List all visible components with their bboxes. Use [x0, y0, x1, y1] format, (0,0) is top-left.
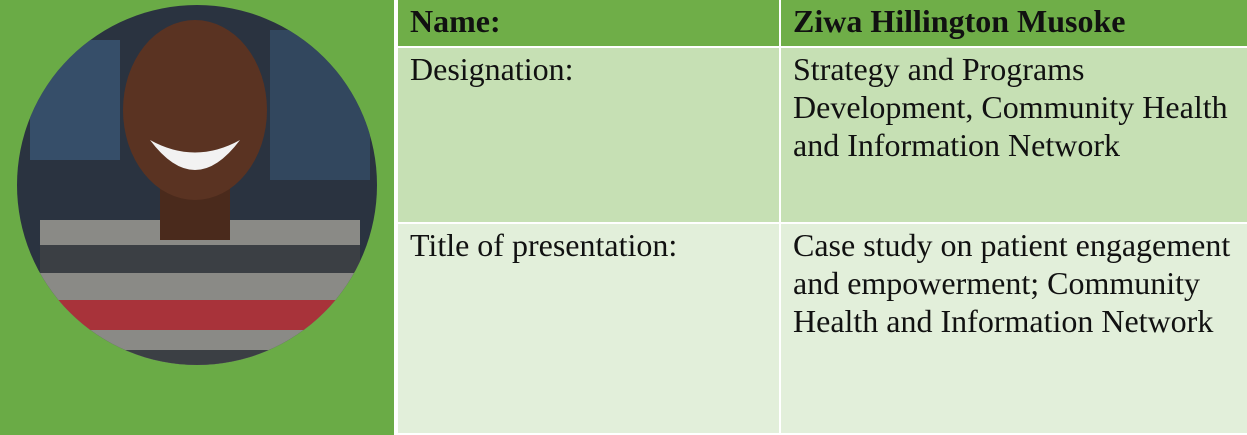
row-value: Ziwa Hillington Musoke — [779, 0, 1247, 48]
row-value: Strategy and Programs Development, Commu… — [779, 47, 1247, 224]
row-label: Name: — [396, 0, 780, 48]
table-row: Title of presentation: Case study on pat… — [396, 223, 1247, 435]
row-label: Designation: — [396, 47, 780, 224]
row-value: Case study on patient engagement and emp… — [779, 223, 1247, 435]
portrait — [17, 5, 377, 365]
table-row: Name: Ziwa Hillington Musoke — [396, 0, 1247, 48]
info-table: Name: Ziwa Hillington Musoke Designation… — [396, 0, 1247, 435]
photo-cell — [0, 0, 394, 435]
row-label: Title of presentation: — [396, 223, 780, 435]
table-row: Designation: Strategy and Programs Devel… — [396, 47, 1247, 224]
